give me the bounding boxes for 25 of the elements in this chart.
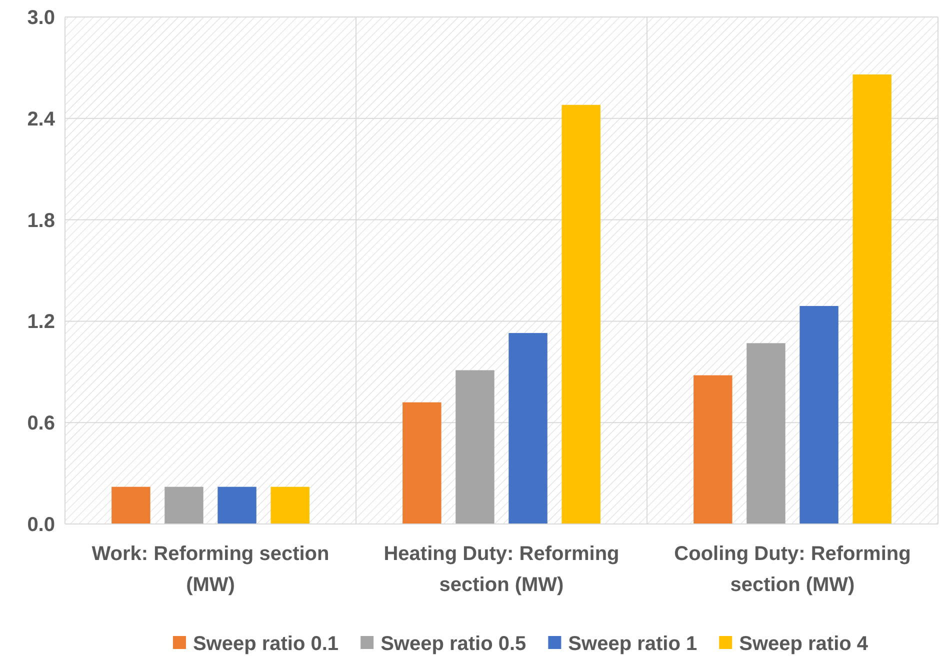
bar <box>270 486 310 524</box>
bar <box>508 333 548 524</box>
bar <box>694 375 732 524</box>
bar <box>164 486 204 524</box>
y-tick-label: 1.2 <box>27 311 55 334</box>
y-tick-label: 2.4 <box>27 108 56 130</box>
y-tick-label: 0.0 <box>27 514 55 536</box>
bar <box>746 343 786 524</box>
bar <box>112 486 150 524</box>
legend-label: Sweep ratio 0.1 <box>192 633 339 655</box>
y-tick-label: 0.6 <box>27 412 55 435</box>
bar <box>800 306 838 524</box>
legend-label: Sweep ratio 1 <box>568 633 698 655</box>
bar <box>852 74 892 524</box>
bar <box>402 402 442 524</box>
legend-label: Sweep ratio 4 <box>739 633 869 655</box>
x-tick-label: Cooling Duty: Reforming section (MW) <box>674 543 911 596</box>
x-tick-label: Work: Reforming section (MW) <box>92 543 330 596</box>
x-tick-label: Heating Duty: Reforming section (MW) <box>384 543 620 596</box>
y-tick-label: 3.0 <box>27 7 55 29</box>
bar <box>218 486 256 524</box>
y-tick-label: 1.8 <box>27 210 55 232</box>
legend-label: Sweep ratio 0.5 <box>380 633 526 655</box>
bar <box>562 104 600 524</box>
bar <box>456 370 494 524</box>
